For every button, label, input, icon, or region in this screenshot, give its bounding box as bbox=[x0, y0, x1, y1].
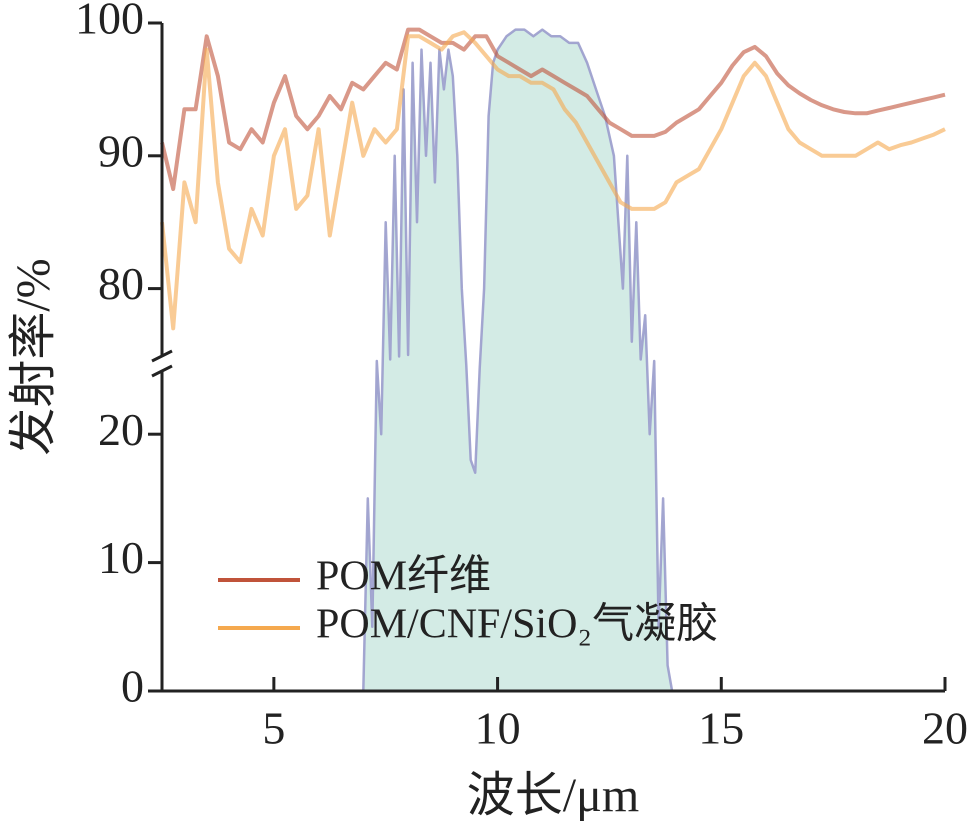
area bbox=[363, 29, 673, 692]
x-axis-label: 波长/μm bbox=[467, 769, 639, 822]
x-tick-label: 10 bbox=[475, 703, 521, 754]
y-tick-label: 90 bbox=[98, 125, 144, 176]
y-tick-label: 100 bbox=[75, 0, 144, 44]
series-line bbox=[160, 30, 946, 331]
x-tick-label: 15 bbox=[698, 703, 744, 754]
x-tick-label: 5 bbox=[262, 703, 285, 754]
y-axis-label: 发射率/% bbox=[7, 258, 60, 455]
series-line bbox=[160, 27, 946, 191]
legend-label: POM纤维 bbox=[316, 554, 491, 600]
y-tick-label: 10 bbox=[98, 532, 144, 583]
axis-break bbox=[151, 349, 173, 363]
legend-label: POM/CNF/SiO₂气凝胶 bbox=[316, 601, 718, 648]
y-tick-label: 0 bbox=[121, 661, 144, 712]
y-tick-label: 80 bbox=[98, 258, 144, 309]
y-tick-label: 20 bbox=[98, 404, 144, 455]
axis-break bbox=[151, 364, 173, 378]
x-tick-label: 20 bbox=[922, 703, 968, 754]
series-line bbox=[362, 28, 674, 692]
